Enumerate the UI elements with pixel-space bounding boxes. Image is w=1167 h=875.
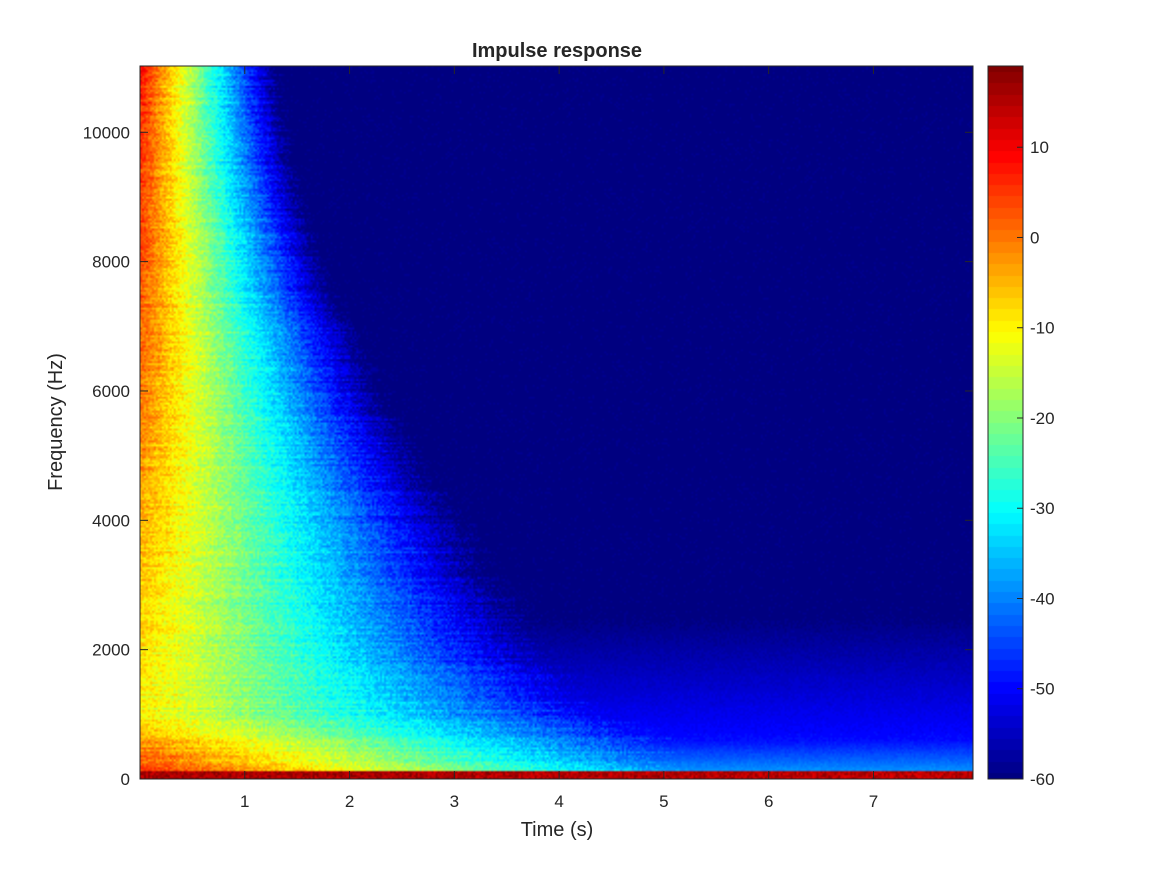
colorbar-tick-label: 0 (1030, 228, 1039, 247)
y-axis-label: Frequency (Hz) (45, 353, 67, 491)
heatmap-image (140, 66, 973, 779)
x-axis-ticks: 1 2 3 4 5 6 7 (240, 66, 878, 811)
colorbar-tick-label: -20 (1030, 409, 1055, 428)
colorbar-tick-label: -40 (1030, 589, 1055, 608)
x-tick-label: 4 (554, 792, 563, 811)
chart-title: Impulse response (472, 40, 642, 62)
x-tick-label: 3 (450, 792, 459, 811)
y-tick-label: 8000 (92, 253, 130, 272)
colorbar-tick-label: -10 (1030, 319, 1055, 338)
x-tick-label: 5 (659, 792, 668, 811)
colorbar-tick-label: -50 (1030, 680, 1055, 699)
y-tick-label: 10000 (83, 123, 130, 142)
colorbar-gradient (988, 66, 1023, 779)
y-tick-label: 6000 (92, 382, 130, 401)
y-tick-label: 4000 (92, 511, 130, 530)
colorbar-tick-label: -60 (1030, 770, 1055, 789)
plot-area (139, 65, 974, 780)
colorbar-tick-label: 10 (1030, 138, 1049, 157)
x-axis-label: Time (s) (521, 819, 594, 841)
x-tick-label: 7 (869, 792, 878, 811)
colorbar-frame (987, 65, 1024, 780)
y-tick-label: 0 (121, 770, 130, 789)
x-tick-label: 1 (240, 792, 249, 811)
x-tick-label: 6 (764, 792, 773, 811)
y-axis-ticks: 0 2000 4000 6000 8000 10000 (83, 123, 973, 789)
y-tick-label: 2000 (92, 641, 130, 660)
colorbar-tick-label: -30 (1030, 499, 1055, 518)
x-tick-label: 2 (345, 792, 354, 811)
colorbar-ticks: -60 -50 -40 -30 -20 -10 0 10 (1017, 138, 1055, 789)
plot-frame (139, 65, 974, 780)
colorbar: -60 -50 -40 -30 -20 -10 0 10 (987, 65, 1055, 789)
